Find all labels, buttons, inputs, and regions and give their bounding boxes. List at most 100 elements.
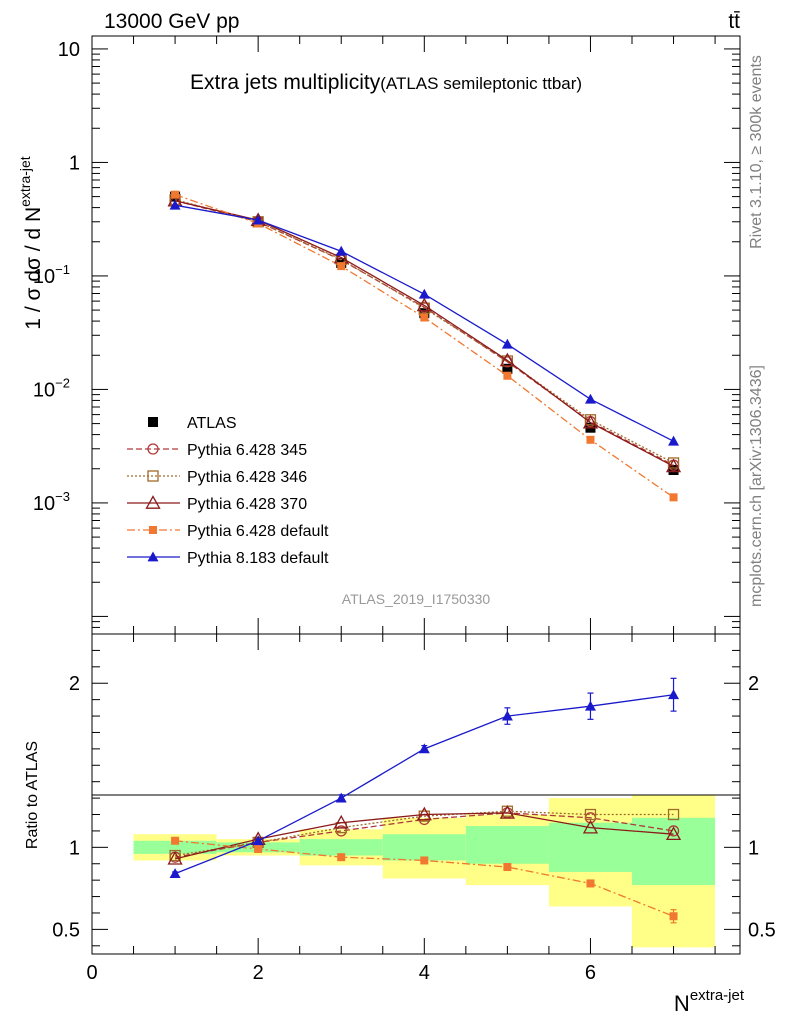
- marker: [499, 352, 515, 367]
- marker: [584, 393, 596, 404]
- legend-label: ATLAS: [187, 415, 237, 432]
- marker: [416, 806, 432, 821]
- x-axis-label-sup: extra-jet: [690, 987, 745, 1004]
- legend-entry: ATLAS: [148, 415, 237, 432]
- marker: [169, 868, 181, 878]
- legend-label: Pythia 6.428 345: [187, 442, 307, 459]
- y-tick-label: 1: [69, 837, 80, 859]
- marker: [169, 199, 181, 210]
- ratio-frame: [91, 633, 741, 955]
- marker: [667, 825, 680, 837]
- marker: [668, 435, 680, 446]
- stat-uncertainty-band: [299, 839, 383, 856]
- y-tick-label: 10: [58, 39, 80, 61]
- y-tick-label-exp: −2: [55, 375, 70, 390]
- marker: [171, 836, 180, 845]
- marker: [337, 853, 346, 862]
- marker: [147, 443, 159, 455]
- analysis-id: ATLAS_2019_I1750330: [342, 591, 491, 607]
- stat-uncertainty-band: [465, 826, 549, 864]
- marker: [501, 338, 513, 349]
- marker: [145, 495, 161, 509]
- stat-uncertainty-band: [382, 834, 466, 861]
- stat-uncertainty-band: [548, 822, 632, 872]
- y-tick-label: 0.5: [52, 919, 80, 941]
- marker: [669, 912, 678, 921]
- x-tick-label: 6: [585, 962, 596, 984]
- y-tick-label-base: 10: [33, 266, 55, 288]
- main-y-axis-label-sup: extra-jet: [17, 156, 33, 207]
- legend-entry: Pythia 8.183 default: [127, 550, 329, 567]
- marker: [586, 879, 595, 888]
- marker: [254, 844, 263, 853]
- chart-title: Extra jets multiplicity(ATLAS semilepton…: [190, 71, 582, 94]
- y-tick-label: 10−3: [33, 489, 70, 515]
- marker: [665, 458, 682, 473]
- marker: [499, 805, 515, 819]
- marker: [171, 190, 180, 199]
- x-tick-label: 0: [86, 962, 97, 984]
- marker: [335, 245, 347, 256]
- ratio-series-pythia-8-183-default: [169, 677, 680, 878]
- ratio-axes: 0.5 0.5 1 1 2 2 0 2 4 6: [52, 634, 776, 984]
- marker: [418, 743, 430, 754]
- marker: [582, 819, 599, 834]
- side-label-mcplots: mcplots.cern.ch [arXiv:1306.3436]: [748, 365, 765, 607]
- y-tick-label-right: 1: [748, 837, 759, 859]
- marker: [167, 850, 183, 865]
- marker: [503, 863, 512, 872]
- legend-entry: Pythia 6.428 346: [127, 469, 307, 486]
- marker: [584, 700, 596, 711]
- uncertainty-bands: [133, 794, 716, 948]
- ratio-series-pythia-6-428-default: [171, 836, 678, 924]
- marker: [420, 856, 429, 865]
- y-tick-label-base: 1: [69, 152, 80, 174]
- legend-label: Pythia 6.428 370: [187, 496, 307, 513]
- marker: [668, 689, 680, 700]
- marker: [420, 313, 429, 322]
- x-tick-label: 4: [419, 962, 430, 984]
- y-tick-label: 2: [69, 673, 80, 695]
- marker: [418, 288, 430, 299]
- y-tick-label: 1: [69, 152, 80, 174]
- marker: [502, 363, 513, 374]
- legend-label: Pythia 8.183 default: [187, 550, 329, 567]
- marker: [501, 710, 513, 721]
- process-label: tt̄: [728, 10, 740, 33]
- y-tick-label: 10−1: [33, 262, 70, 288]
- marker: [169, 849, 181, 862]
- x-axis-label-text: N: [674, 991, 690, 1016]
- chart-subtitle: (ATLAS semileptonic ttbar): [380, 74, 582, 93]
- y-tick-label-base: 10: [58, 39, 80, 61]
- marker: [667, 808, 680, 821]
- y-tick-label-exp: −1: [55, 262, 70, 277]
- stat-uncertainty-band: [133, 840, 217, 854]
- x-tick-label: 2: [253, 962, 264, 984]
- ratio-y-axis-label: Ratio to ATLAS: [24, 741, 41, 849]
- side-label-rivet: Rivet 3.1.10, ≥ 300k events: [748, 55, 765, 249]
- y-tick-label-exp: −3: [55, 489, 70, 504]
- marker: [584, 808, 597, 821]
- main-series-pythia-8-183-default: [169, 199, 680, 446]
- marker: [149, 526, 157, 534]
- marker: [503, 371, 512, 380]
- y-tick-label-right: 2: [748, 673, 759, 695]
- y-tick-label: 10−2: [33, 375, 70, 401]
- legend: ATLAS Pythia 6.428 345 Pythia 6.428 346 Pyt…: [127, 415, 329, 567]
- legend-label: Pythia 6.428 default: [187, 523, 329, 540]
- legend-entry: Pythia 6.428 345: [127, 442, 307, 459]
- marker: [333, 814, 349, 829]
- marker: [416, 297, 432, 312]
- ratio-series: [167, 677, 682, 924]
- legend-label: Pythia 6.428 346: [187, 469, 307, 486]
- ratio-panel: 0.5 0.5 1 1 2 2 0 2 4 6 Ratio to ATLAS Nextra-jet: [24, 633, 776, 1016]
- legend-entry: Pythia 6.428 default: [127, 523, 329, 540]
- energy-label: 13000 GeV pp: [104, 10, 239, 33]
- marker: [147, 551, 159, 562]
- marker: [148, 417, 158, 427]
- marker: [667, 457, 680, 469]
- marker: [337, 262, 346, 271]
- chart-title-text: Extra jets multiplicity: [190, 71, 381, 94]
- main-y-axis-label-text: 1 / σ dσ / d N: [22, 207, 45, 330]
